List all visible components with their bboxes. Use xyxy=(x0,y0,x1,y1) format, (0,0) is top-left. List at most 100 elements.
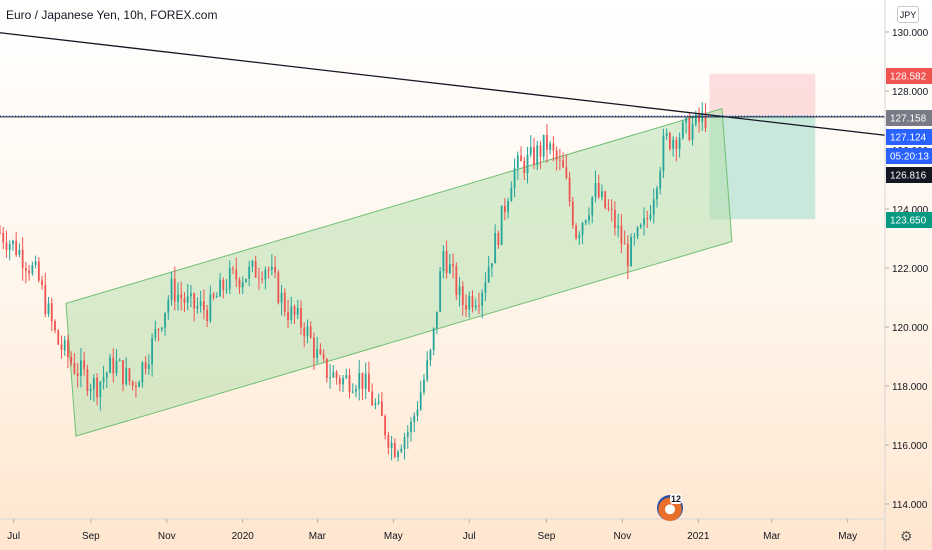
candle-body xyxy=(626,243,629,267)
candle-body xyxy=(135,385,137,388)
candle-body xyxy=(89,388,92,392)
candle-body xyxy=(487,267,490,282)
candle-body xyxy=(151,337,154,365)
price-tag-box xyxy=(886,212,932,228)
candle-body xyxy=(112,357,115,374)
y-tick-label: 114.000 xyxy=(892,500,928,511)
candle-body xyxy=(2,232,5,243)
candle-body xyxy=(355,388,357,392)
candle-body xyxy=(358,372,361,389)
candle-body xyxy=(510,187,513,202)
candle-body xyxy=(92,377,95,389)
candle-body xyxy=(455,266,458,296)
x-tick-label: May xyxy=(838,531,857,542)
candle-body xyxy=(623,243,626,245)
candle-body xyxy=(435,311,438,329)
logo-number: 12 xyxy=(670,494,683,504)
candle-body xyxy=(160,327,163,330)
candle-body xyxy=(665,133,668,137)
candle-body xyxy=(180,294,183,299)
candle-body xyxy=(426,360,429,380)
candle-body xyxy=(105,372,108,378)
candle-body xyxy=(481,292,484,306)
candle-body xyxy=(662,136,665,172)
candle-body xyxy=(610,208,613,210)
candle-body xyxy=(63,340,66,351)
candle-body xyxy=(465,305,467,310)
candle-body xyxy=(144,362,147,369)
settings-gear-icon[interactable]: ⚙ xyxy=(900,528,913,544)
candle-body xyxy=(303,327,306,337)
candle-body xyxy=(0,232,1,234)
x-tick-label: 2021 xyxy=(687,531,710,542)
candle-body xyxy=(649,214,652,220)
candle-body xyxy=(568,177,571,202)
candle-body xyxy=(258,277,260,279)
candle-body xyxy=(238,279,241,288)
candle-body xyxy=(691,124,694,140)
candle-body xyxy=(241,281,244,288)
candle-body xyxy=(458,286,461,296)
candle-body xyxy=(290,306,293,320)
candle-body xyxy=(520,155,522,162)
candle-body xyxy=(325,358,328,378)
candle-body xyxy=(277,272,280,303)
candle-body xyxy=(322,353,325,359)
candle-body xyxy=(209,294,212,321)
candle-body xyxy=(261,278,264,280)
candle-body xyxy=(199,301,202,306)
candle-body xyxy=(380,401,383,416)
candle-body xyxy=(445,251,448,274)
candle-body xyxy=(594,183,597,198)
x-tick-label: Sep xyxy=(538,531,556,542)
candle-body xyxy=(235,269,238,280)
candle-body xyxy=(219,279,221,297)
candle-body xyxy=(597,183,600,198)
candle-body xyxy=(183,298,186,303)
candle-body xyxy=(639,224,642,228)
candle-body xyxy=(494,233,497,264)
candle-body xyxy=(83,360,86,370)
candle-body xyxy=(122,360,124,385)
candle-body xyxy=(400,448,403,452)
candle-body xyxy=(423,379,425,393)
parallel-channel[interactable] xyxy=(65,108,733,437)
time-axis[interactable]: Jul Sep Nov 2020 Mar May Jul Sep Nov 2021 Mar May xyxy=(7,519,857,542)
price-axis[interactable]: 114.000 116.000 118.000 120.000 122.000 124.0… xyxy=(885,28,929,511)
candle-body xyxy=(154,329,157,338)
candle-body xyxy=(313,337,315,358)
x-tick-label: Jul xyxy=(7,531,20,542)
candle-body xyxy=(115,360,118,374)
candle-body xyxy=(8,244,11,250)
candle-body xyxy=(287,311,289,320)
candle-body xyxy=(345,375,348,378)
x-tick-label: Nov xyxy=(158,531,176,542)
drawn-lines[interactable] xyxy=(0,32,886,136)
candle-body xyxy=(571,201,574,226)
currency-button[interactable]: JPY xyxy=(897,6,919,23)
candle-body xyxy=(138,382,141,388)
candle-body xyxy=(478,305,480,307)
candle-body xyxy=(601,191,603,198)
x-tick-label: Nov xyxy=(613,531,631,542)
candle-body xyxy=(442,251,445,272)
candle-body xyxy=(575,225,577,239)
candle-body xyxy=(28,270,31,274)
candle-body xyxy=(471,296,474,308)
candle-body xyxy=(342,377,344,385)
y-tick-label: 116.000 xyxy=(892,441,928,452)
candle-body xyxy=(536,145,539,166)
candle-body xyxy=(44,285,47,314)
candle-body xyxy=(546,134,548,150)
candle-body xyxy=(18,249,21,255)
candle-body xyxy=(280,292,283,303)
candle-body xyxy=(70,357,73,363)
candle-body xyxy=(251,261,254,267)
candle-body xyxy=(448,264,451,274)
x-tick-label: Mar xyxy=(309,531,327,542)
y-tick-label: 128.000 xyxy=(892,87,929,98)
candle-body xyxy=(96,377,98,398)
candle-body xyxy=(429,349,432,361)
candle-body xyxy=(177,294,179,302)
